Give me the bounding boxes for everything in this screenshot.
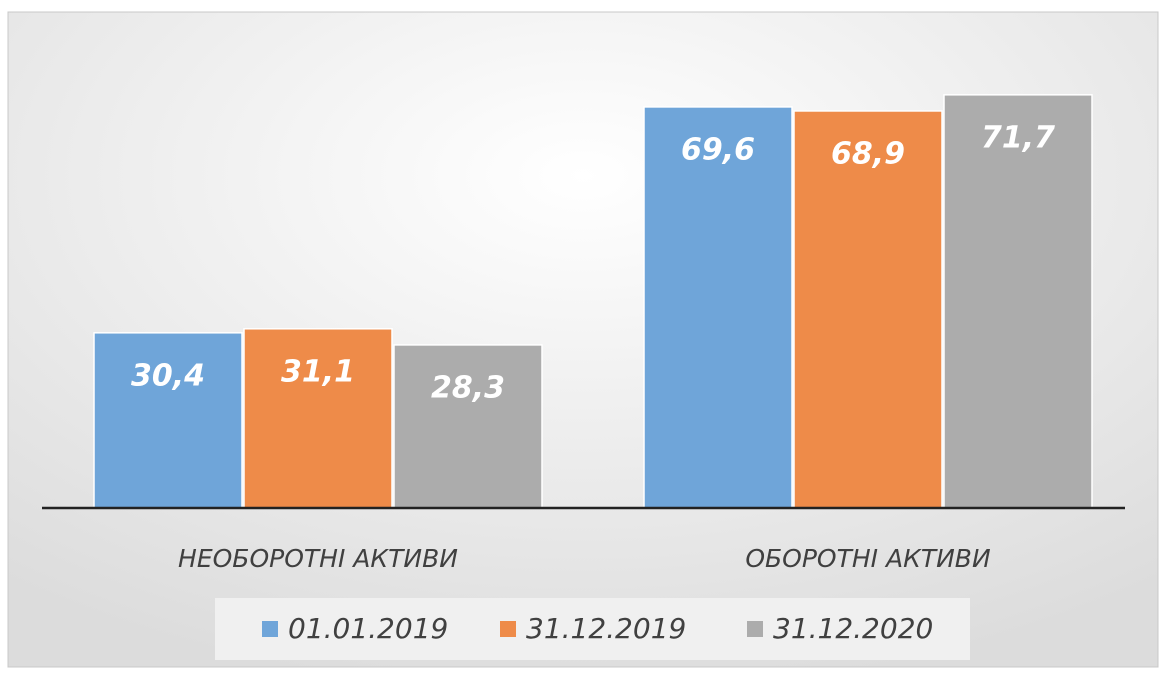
- data-label: 31,1: [281, 354, 355, 389]
- x-tick-label: ОБОРОТНІ АКТИВИ: [745, 544, 991, 573]
- legend-label: 01.01.2019: [288, 612, 448, 645]
- legend-label: 31.12.2020: [773, 612, 933, 645]
- bar: [93, 332, 243, 509]
- bar: [393, 344, 543, 509]
- legend-label: 31.12.2019: [526, 612, 686, 645]
- data-label: 71,7: [981, 120, 1055, 155]
- bar: [943, 94, 1093, 509]
- data-label: 30,4: [131, 358, 205, 393]
- bar: [243, 328, 393, 509]
- legend-box: [215, 598, 970, 660]
- data-label: 69,6: [681, 132, 755, 167]
- legend-swatch: [262, 621, 278, 637]
- bar: [643, 106, 793, 509]
- legend-swatch: [747, 621, 763, 637]
- x-tick-label: НЕОБОРОТНІ АКТИВИ: [178, 544, 458, 573]
- data-label: 68,9: [831, 136, 905, 171]
- data-label: 28,3: [431, 370, 505, 405]
- legend-swatch: [500, 621, 516, 637]
